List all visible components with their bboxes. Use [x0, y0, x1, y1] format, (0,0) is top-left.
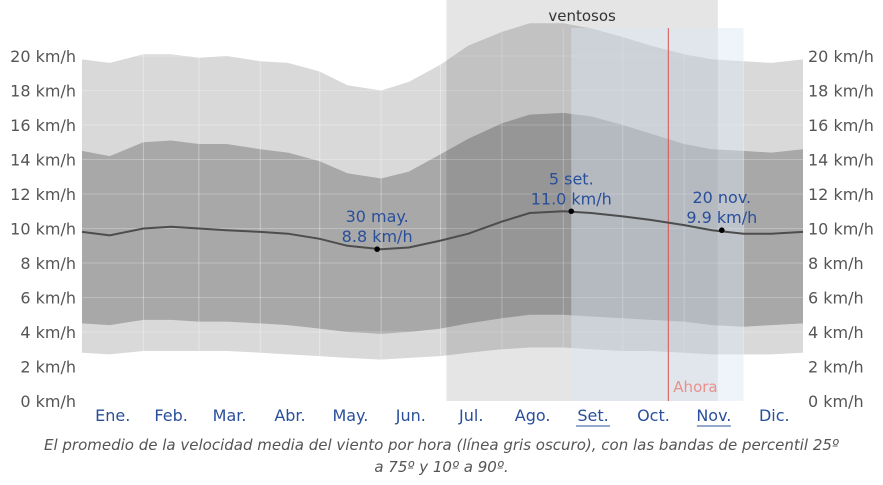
y-tick-label-left: 16 km/h	[10, 116, 76, 135]
month-label: Feb.	[154, 406, 187, 425]
month-label: Ene.	[95, 406, 130, 425]
y-tick-label-left: 4 km/h	[20, 323, 76, 342]
y-tick-label-right: 12 km/h	[808, 185, 874, 204]
y-tick-label-right: 14 km/h	[808, 151, 874, 170]
annotation-date: 30 may.	[346, 207, 409, 226]
y-tick-label-right: 6 km/h	[808, 289, 864, 308]
windy-season-shade	[446, 0, 718, 401]
y-tick-label-left: 8 km/h	[20, 254, 76, 273]
y-tick-label-left: 20 km/h	[10, 47, 76, 66]
month-label: Mar.	[213, 406, 247, 425]
y-tick-label-left: 2 km/h	[20, 358, 76, 377]
annotation-point	[374, 246, 380, 252]
month-label: Dic.	[759, 406, 790, 425]
month-label: Nov.	[696, 406, 731, 425]
y-tick-label-left: 14 km/h	[10, 151, 76, 170]
wind-speed-chart: ventosos Ahora 0 km/h 0 km/h 2 km/h 2 km/h 4 k…	[10, 0, 874, 427]
y-tick-label-left: 12 km/h	[10, 185, 76, 204]
y-tick-label-right: 20 km/h	[808, 47, 874, 66]
annotation-point	[718, 227, 725, 234]
month-label: Abr.	[274, 406, 305, 425]
month-label: Jun.	[395, 406, 426, 425]
annotation-speed: 8.8 km/h	[342, 227, 413, 246]
annotation-point	[568, 208, 575, 215]
windy-season-label: ventosos	[548, 7, 616, 25]
y-tick-label-left: 18 km/h	[10, 82, 76, 101]
y-tick-label-right: 8 km/h	[808, 254, 864, 273]
y-tick-label-right: 18 km/h	[808, 82, 874, 101]
y-tick-label-left: 10 km/h	[10, 220, 76, 239]
annotation-speed: 9.9 km/h	[686, 208, 757, 227]
annotation-speed: 11.0 km/h	[531, 189, 612, 208]
annotation-date: 5 set.	[549, 169, 594, 188]
average-wind-line	[81, 210, 804, 251]
y-tick-label-right: 16 km/h	[808, 116, 874, 135]
month-label: Jul.	[458, 406, 483, 425]
month-label: May.	[332, 406, 368, 425]
y-tick-label-left: 6 km/h	[20, 289, 76, 308]
y-tick-label-right: 2 km/h	[808, 358, 864, 377]
now-label: Ahora	[673, 378, 717, 396]
y-tick-label-left: 0 km/h	[20, 392, 76, 411]
month-label: Ago.	[515, 406, 551, 425]
y-tick-label-right: 4 km/h	[808, 323, 864, 342]
percentile-25-75-band	[82, 112, 803, 334]
annotation-date: 20 nov.	[692, 188, 751, 207]
y-tick-label-right: 10 km/h	[808, 220, 874, 239]
month-label: Oct.	[637, 406, 670, 425]
y-tick-label-right: 0 km/h	[808, 392, 864, 411]
chart-caption: El promedio de la velocidad media del vi…	[43, 436, 839, 476]
month-label: Set.	[577, 406, 608, 425]
